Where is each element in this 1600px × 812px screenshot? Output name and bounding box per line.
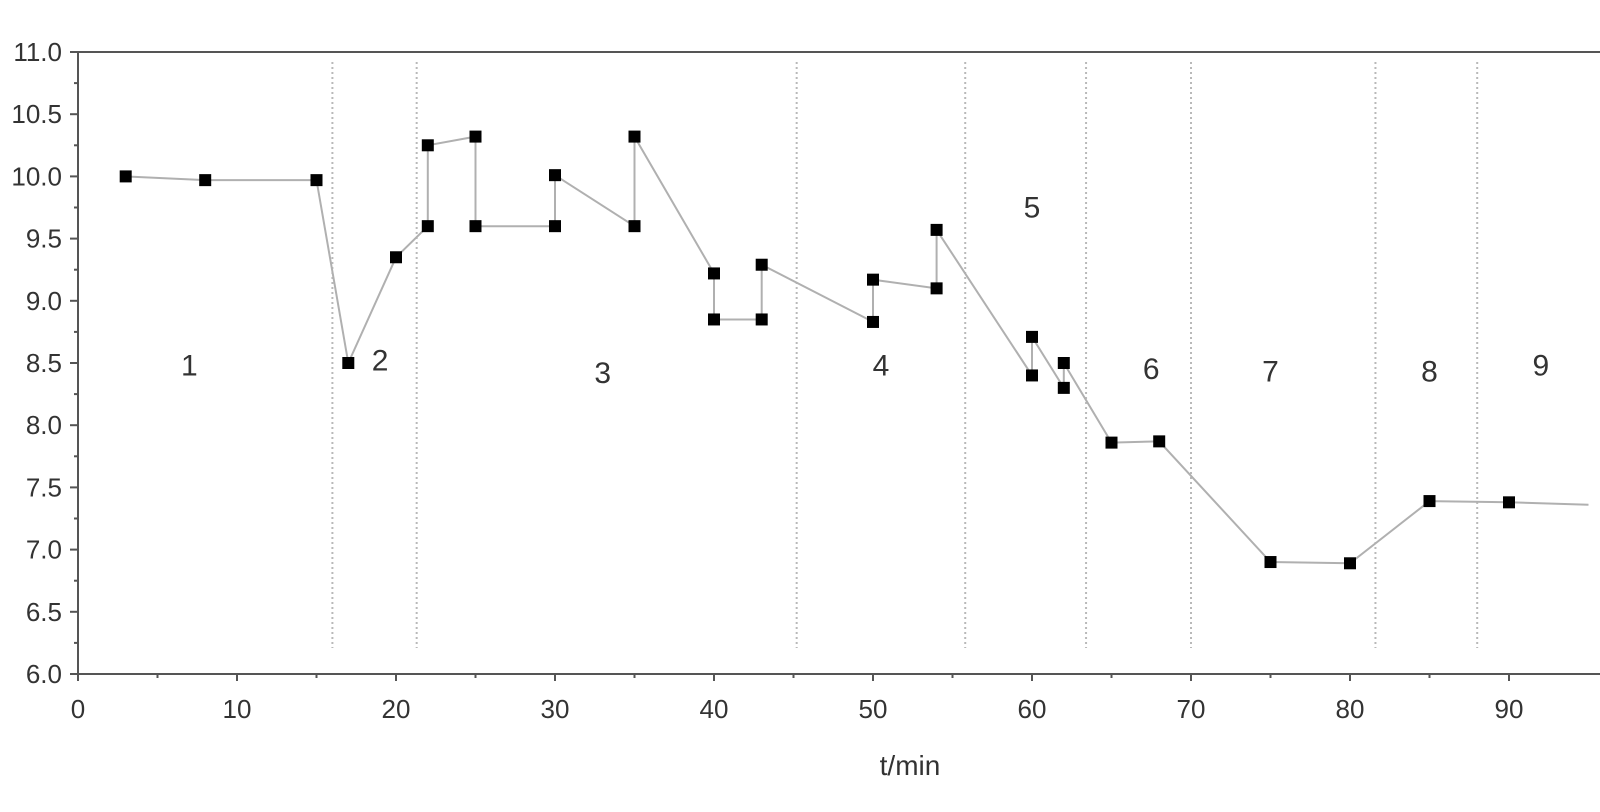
data-point	[469, 220, 482, 233]
y-tick-label: 10.0	[11, 161, 62, 191]
data-point	[421, 139, 434, 152]
data-point	[755, 313, 768, 326]
data-point	[549, 220, 561, 233]
series-ph	[119, 130, 1589, 570]
y-tick-label: 9.0	[26, 286, 62, 316]
data-point	[1264, 556, 1277, 569]
x-tick-label: 70	[1177, 694, 1206, 724]
data-point	[1026, 330, 1038, 343]
axis-ticks: 0 10 20 30 40 50 60 70 80 90 6.0 6.5 7.0 7.5 8.0 8.5 9.0…	[11, 37, 1523, 724]
y-tick-label: 11.0	[13, 37, 62, 67]
data-point	[549, 169, 561, 182]
region-label-1: 1	[181, 349, 198, 382]
x-tick-label: 90	[1495, 694, 1524, 724]
data-point	[1423, 495, 1436, 508]
region-label-3: 3	[594, 357, 611, 390]
data-point	[1503, 496, 1515, 509]
y-tick-label: 8.0	[26, 410, 62, 440]
axes	[77, 51, 1600, 675]
data-point	[1344, 557, 1356, 570]
data-point	[867, 273, 879, 286]
region-label-8: 8	[1421, 356, 1438, 389]
data-point	[930, 223, 943, 236]
data-point	[1057, 357, 1070, 369]
data-point	[469, 130, 482, 143]
y-tick-label: 8.5	[26, 348, 62, 378]
y-tick-label: 6.0	[26, 659, 62, 689]
x-tick-label: 80	[1336, 694, 1365, 724]
region-label-7: 7	[1262, 356, 1279, 389]
region-labels: 1 2 3 4 5 6 7 8 9	[181, 192, 1549, 390]
data-point	[867, 315, 879, 328]
x-tick-label: 20	[382, 694, 411, 724]
data-point	[628, 130, 641, 143]
data-point	[930, 282, 943, 295]
region-label-9: 9	[1532, 349, 1549, 382]
x-axis-title: t/min	[880, 750, 941, 781]
x-tick-label: 30	[541, 694, 570, 724]
data-point	[1026, 369, 1038, 382]
x-tick-label: 40	[700, 694, 729, 724]
data-point	[342, 357, 355, 369]
y-tick-label: 10.5	[11, 99, 62, 129]
region-label-5: 5	[1024, 192, 1041, 225]
data-point	[310, 174, 323, 187]
x-tick-label: 0	[71, 694, 85, 724]
region-label-4: 4	[873, 349, 890, 382]
data-point	[199, 174, 212, 187]
y-tick-label: 6.5	[26, 597, 62, 627]
y-tick-label: 7.0	[26, 535, 62, 565]
data-point	[1105, 436, 1118, 449]
data-point	[1057, 381, 1070, 394]
region-dividers	[331, 62, 1479, 648]
x-tick-label: 60	[1018, 694, 1047, 724]
data-point	[708, 313, 720, 326]
y-tick-label: 7.5	[26, 472, 62, 502]
data-point	[708, 267, 720, 280]
data-point	[755, 258, 768, 271]
x-tick-label: 10	[223, 694, 252, 724]
y-tick-label: 9.5	[26, 224, 62, 254]
data-point	[421, 220, 434, 233]
data-point	[390, 251, 402, 264]
x-tick-label: 50	[859, 694, 888, 724]
region-label-6: 6	[1143, 353, 1160, 386]
data-point	[628, 220, 641, 233]
data-point	[119, 170, 132, 183]
data-point	[1153, 435, 1166, 448]
region-label-2: 2	[372, 345, 389, 378]
series-line	[125, 132, 1589, 565]
